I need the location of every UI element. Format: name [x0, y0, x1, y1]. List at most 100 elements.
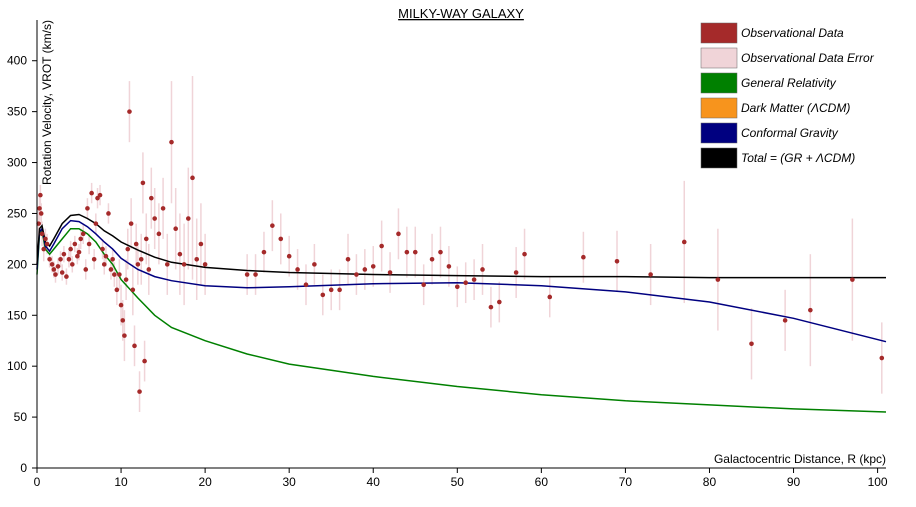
data-point — [186, 216, 191, 221]
data-point — [138, 256, 144, 262]
data-point — [80, 231, 86, 237]
y-tick-label: 100 — [7, 359, 27, 373]
data-point — [38, 211, 44, 216]
data-point — [463, 280, 469, 285]
y-tick-group: 0 50 100 150 200 250 300 350 400 — [7, 54, 37, 475]
data-point — [103, 253, 109, 259]
data-point — [749, 341, 754, 347]
data-point — [47, 256, 52, 262]
legend-swatch — [700, 97, 738, 119]
y-axis-title: Rotation Velocity, VROT (km/s) — [40, 20, 54, 185]
data-point — [120, 318, 126, 323]
data-point — [160, 206, 166, 211]
data-point — [66, 256, 72, 262]
data-point — [86, 241, 92, 247]
y-tick-label: 0 — [20, 461, 27, 475]
data-point — [114, 287, 120, 293]
data-point — [850, 277, 855, 282]
legend-label: Dark Matter (ΛCDM) — [741, 101, 850, 115]
data-point — [362, 267, 368, 272]
data-point — [85, 206, 90, 211]
axes-group — [36, 20, 886, 469]
data-point — [64, 274, 69, 279]
data-point — [39, 231, 45, 237]
y-tick-label: 250 — [7, 206, 27, 220]
legend: Observational Data Observational Data Err… — [700, 22, 875, 169]
data-point — [421, 282, 426, 288]
data-point — [471, 277, 477, 282]
x-tick-label: 40 — [367, 475, 381, 489]
data-point — [53, 272, 58, 277]
legend-swatch — [700, 72, 738, 94]
data-point — [100, 246, 105, 252]
data-point — [446, 264, 452, 269]
data-point — [110, 256, 115, 262]
data-point — [83, 267, 89, 272]
data-point — [412, 249, 418, 255]
data-point — [51, 267, 57, 272]
data-point — [112, 272, 117, 277]
legend-swatch — [700, 47, 738, 69]
legend-label: Observational Data — [741, 26, 844, 40]
data-point — [101, 262, 107, 267]
data-point-group — [36, 109, 885, 394]
data-point — [198, 241, 204, 247]
data-point — [70, 262, 75, 267]
data-point — [137, 389, 142, 394]
y-tick-label: 300 — [7, 156, 27, 170]
data-point — [76, 249, 82, 255]
data-point — [140, 180, 146, 186]
data-point — [37, 206, 42, 211]
data-point — [387, 270, 393, 275]
data-point — [454, 284, 460, 290]
x-tick-label: 50 — [451, 475, 465, 489]
total-gr-cdm-curve — [36, 213, 886, 279]
data-point — [142, 358, 147, 364]
x-tick-label: 0 — [34, 475, 41, 489]
data-point — [370, 264, 376, 269]
data-point — [513, 270, 519, 275]
data-point — [253, 272, 258, 277]
data-point — [95, 195, 100, 201]
data-point — [41, 246, 47, 252]
data-point — [122, 333, 127, 338]
y-tick-label: 50 — [14, 410, 28, 424]
data-point — [181, 262, 187, 267]
model-curve-group — [36, 213, 887, 413]
legend-label: Conformal Gravity — [741, 126, 839, 140]
data-point — [44, 241, 50, 247]
y-tick-label: 350 — [7, 105, 27, 119]
x-tick-group: 0 10 20 30 40 50 60 70 80 90 100 — [34, 468, 888, 489]
data-point — [488, 304, 494, 310]
conformal-gravity-curve — [36, 219, 887, 343]
y-tick-label: 150 — [7, 308, 27, 322]
data-point — [156, 231, 162, 237]
data-point — [106, 211, 111, 216]
data-point — [130, 287, 136, 293]
x-tick-label: 10 — [114, 475, 128, 489]
data-point — [190, 175, 195, 181]
data-point — [879, 355, 885, 361]
data-point — [782, 318, 788, 323]
data-point — [202, 262, 208, 267]
x-tick-label: 70 — [619, 475, 633, 489]
data-point — [345, 256, 351, 262]
data-point — [438, 249, 443, 255]
data-point — [123, 277, 129, 282]
data-point — [108, 267, 114, 272]
x-tick-label: 80 — [703, 475, 717, 489]
data-point — [36, 221, 41, 226]
data-point — [117, 272, 122, 277]
data-point — [808, 307, 813, 313]
data-point — [715, 277, 721, 282]
y-tick-label: 400 — [7, 54, 27, 68]
data-point — [58, 256, 63, 262]
data-point — [581, 254, 586, 260]
data-point — [194, 256, 200, 262]
x-tick-label: 20 — [198, 475, 212, 489]
data-point — [173, 226, 178, 232]
data-point — [146, 267, 152, 272]
chart-title: MILKY-WAY GALAXY — [398, 6, 524, 21]
data-point — [429, 256, 435, 262]
